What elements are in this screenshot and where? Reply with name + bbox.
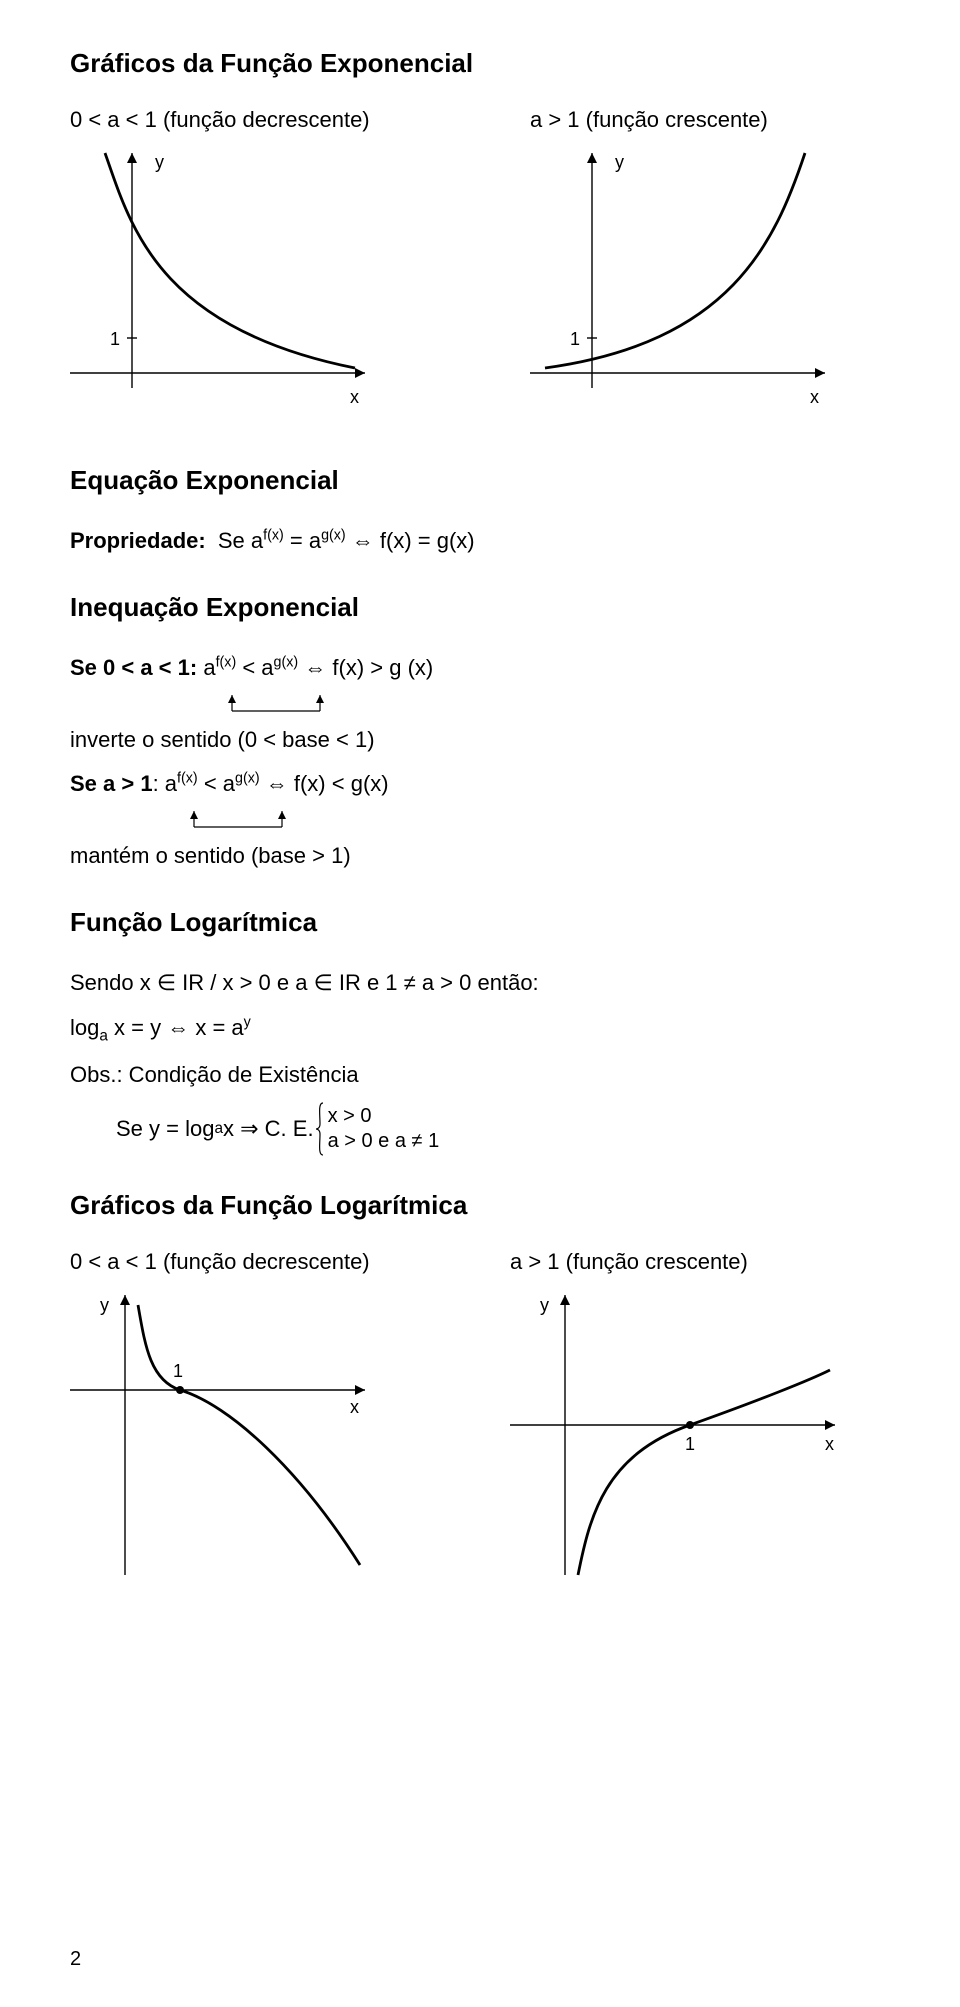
log-left-y-label: y [100, 1295, 109, 1315]
log-right-heading: a > 1 (função crescente) [510, 1249, 850, 1275]
case2-mid: < a [198, 771, 235, 796]
log-chart-left-col: 0 < a < 1 (função decrescente) 1 x y [70, 1249, 380, 1585]
cond-top: x > 0 [328, 1104, 440, 1129]
log-condition: Se y = loga x ⇒ C. E. x > 0 a > 0 e a ≠ … [116, 1102, 890, 1156]
case2-sup2: g(x) [235, 771, 260, 787]
log-chart-right-col: a > 1 (função crescente) 1 x y [510, 1249, 850, 1585]
exp-right-tick-1: 1 [570, 329, 580, 349]
ineq-case1: Se 0 < a < 1: af(x) < ag(x) ⇔ f(x) > g (… [70, 651, 890, 685]
exp-left-x-label: x [350, 387, 359, 407]
section4-title: Função Logarítmica [70, 907, 890, 938]
ineq-case2: Se a > 1: af(x) < ag(x) ⇔ f(x) < g(x) [70, 767, 890, 801]
log-left-tick-1: 1 [173, 1361, 183, 1381]
case1-pre: a [197, 655, 215, 680]
case1-sup2: g(x) [274, 655, 299, 671]
case1-label: Se 0 < a < 1: [70, 655, 197, 680]
case2-pre: : a [153, 771, 177, 796]
section3-title: Inequação Exponencial [70, 592, 890, 623]
case2-caption: mantém o sentido (base > 1) [70, 839, 890, 873]
cond-bot: a > 0 e a ≠ 1 [328, 1129, 440, 1154]
log-right-y-label: y [540, 1295, 549, 1315]
case2-label: Se a > 1 [70, 771, 153, 796]
log-decreasing-chart: 1 x y [70, 1285, 380, 1585]
exp-chart-row: 0 < a < 1 (função decrescente) 1 x y [70, 107, 890, 423]
equation-property: Propriedade: Se af(x) = ag(x) ⇔ f(x) = g… [70, 524, 890, 558]
exp-chart-right-col: a > 1 (função crescente) 1 x y [530, 107, 840, 423]
prop-mid: = a [284, 528, 321, 553]
cond-mid: x ⇒ C. E. [223, 1112, 314, 1146]
prop-label: Propriedade: [70, 528, 206, 553]
log-given: Sendo x ∈ IR / x > 0 e a ∈ IR e 1 ≠ a > … [70, 966, 890, 1000]
case2-iff: ⇔ f(x) < g(x) [260, 771, 389, 796]
section5-title: Gráficos da Função Logarítmica [70, 1190, 890, 1221]
left-brace-icon [316, 1102, 324, 1156]
prop-sup1: f(x) [263, 528, 284, 544]
exp-right-heading: a > 1 (função crescente) [530, 107, 840, 133]
case1-caption: inverte o sentido (0 < base < 1) [70, 723, 890, 757]
exp-decreasing-chart: 1 x y [70, 143, 380, 423]
case1-sup1: f(x) [216, 655, 237, 671]
log-right-tick-1: 1 [685, 1434, 695, 1454]
log-left-heading: 0 < a < 1 (função decrescente) [70, 1249, 380, 1275]
case1-mid: < a [236, 655, 273, 680]
cond-sub: a [214, 1117, 223, 1141]
prop-sup2: g(x) [321, 528, 346, 544]
log-chart-row: 0 < a < 1 (função decrescente) 1 x y [70, 1249, 890, 1585]
exp-right-x-label: x [810, 387, 819, 407]
exp-left-heading: 0 < a < 1 (função decrescente) [70, 107, 380, 133]
case1-bracket-arrows [220, 695, 350, 723]
section2-title: Equação Exponencial [70, 465, 890, 496]
log-def: loga x = y ⇔ x = ay [70, 1011, 890, 1048]
log-left-x-label: x [350, 1397, 359, 1417]
log-def-sup: y [244, 1014, 251, 1030]
prop-body-pre: Se a [218, 528, 263, 553]
exp-increasing-chart: 1 x y [530, 143, 840, 423]
log-def-mid: x = y ⇔ x = a [108, 1015, 244, 1040]
log-obs: Obs.: Condição de Existência [70, 1058, 890, 1092]
case2-sup1: f(x) [177, 771, 198, 787]
prop-iff: ⇔ f(x) = g(x) [346, 528, 475, 553]
log-increasing-chart: 1 x y [510, 1285, 850, 1585]
exp-left-y-label: y [155, 152, 164, 172]
case2-bracket-arrows [182, 811, 312, 839]
case1-iff: ⇔ f(x) > g (x) [298, 655, 433, 680]
cond-pre: Se y = log [116, 1112, 214, 1146]
section1-title: Gráficos da Função Exponencial [70, 48, 890, 79]
exp-right-y-label: y [615, 152, 624, 172]
page: Gráficos da Função Exponencial 0 < a < 1… [0, 0, 960, 2007]
page-number: 2 [70, 1948, 81, 1971]
exp-chart-left-col: 0 < a < 1 (função decrescente) 1 x y [70, 107, 380, 423]
log-def-pre: log [70, 1015, 99, 1040]
log-def-sub: a [99, 1027, 108, 1044]
exp-left-tick-1: 1 [110, 329, 120, 349]
log-right-x-label: x [825, 1434, 834, 1454]
